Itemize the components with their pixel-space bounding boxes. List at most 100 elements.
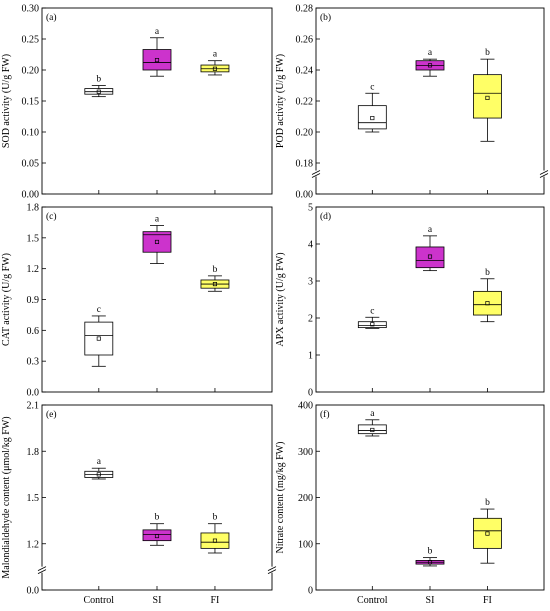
y-tick-label: 1.5 — [27, 233, 40, 244]
significance-letter: b — [485, 48, 490, 58]
y-tick-label: 0.20 — [22, 66, 40, 77]
y-tick-label: 200 — [298, 493, 313, 504]
chart-panel-2: 0.00 0.18 0.20 0.22 0.24 0.26 0.28 POD activity… — [275, 4, 549, 201]
chart-panel-6: 0 100 200 300 400 Nitrate content (mg/kg FW) (… — [275, 401, 545, 606]
axis-break-gap — [38, 566, 46, 573]
panel-tag: (b) — [320, 12, 331, 23]
axis-break-gap — [268, 566, 276, 573]
iqr-box — [84, 321, 114, 356]
y-tick-label: 1.8 — [27, 203, 40, 214]
y-tick-label: 0.20 — [296, 128, 314, 139]
significance-letter: b — [213, 265, 218, 275]
axis-break-mark — [37, 566, 47, 572]
box-control: c — [357, 306, 387, 329]
x-tick-label: Control — [357, 595, 388, 606]
y-tick-label: 0.24 — [296, 66, 314, 77]
mean-marker — [370, 427, 375, 433]
mean-marker — [485, 531, 490, 536]
iqr-box — [142, 49, 172, 71]
y-tick-label: 0.10 — [22, 128, 40, 139]
y-tick-label: 4 — [308, 240, 313, 251]
axis-break-mark — [311, 173, 321, 178]
y-tick-label: 0.00 — [296, 190, 314, 201]
y-tick-label: 0.30 — [22, 4, 40, 15]
box-fi: b — [473, 48, 502, 142]
chart-panel-5: 0.0 1.2 1.5 1.8 2.1 Malondialdehyde content (… — [1, 401, 277, 606]
box-control: a — [84, 457, 114, 480]
box-fi: b — [200, 265, 230, 292]
axis-break-mark — [37, 569, 47, 575]
iqr-box — [357, 321, 387, 329]
iqr-box — [415, 246, 445, 269]
y-tick-label: 2.1 — [27, 401, 40, 412]
mean-marker — [212, 282, 218, 287]
mean-marker — [96, 336, 101, 341]
plot-frame — [41, 404, 273, 591]
significance-letter: a — [155, 27, 160, 37]
box-control: a — [357, 409, 387, 437]
y-tick-label: 0 — [308, 586, 313, 597]
axis-break-mark — [539, 170, 549, 175]
y-tick-label: 0.9 — [27, 295, 40, 306]
mean-marker — [96, 472, 101, 477]
box-fi: b — [200, 513, 230, 554]
axis-break-mark — [539, 173, 549, 178]
panel-tag: (a) — [46, 12, 57, 23]
y-tick-label: 3 — [308, 277, 313, 288]
iqr-box — [142, 529, 172, 542]
axis-break-mark — [267, 566, 277, 572]
box-control: c — [357, 82, 387, 133]
x-tick-label: FI — [483, 595, 492, 606]
plot-frame — [315, 7, 545, 195]
mean-marker — [427, 254, 433, 259]
y-axis-label: CAT activity (U/g FW) — [1, 253, 12, 346]
significance-letter: a — [155, 215, 160, 225]
y-tick-label: 1 — [308, 351, 313, 362]
mean-marker — [427, 63, 433, 68]
x-tick-label: SI — [426, 595, 435, 606]
significance-letter: c — [370, 306, 374, 316]
y-tick-label: 0.6 — [27, 326, 40, 337]
significance-letter: a — [97, 457, 102, 467]
y-tick-label: 400 — [298, 401, 313, 412]
chart-panel-4: 0 1 2 3 4 5 APX activity (U/g FW) (d) c a b — [275, 203, 545, 399]
y-axis-label: Malondialdehyde content (μmol/kg FW) — [1, 416, 12, 578]
significance-letter: b — [485, 498, 490, 508]
box-si: b — [415, 547, 445, 567]
y-axis-label: POD activity (U/g FW) — [275, 54, 286, 148]
significance-letter: a — [213, 50, 218, 60]
box-si: a — [415, 225, 445, 272]
box-si: a — [142, 215, 172, 264]
axis-break-mark — [311, 170, 321, 175]
y-tick-label: 1.5 — [27, 493, 40, 504]
mean-marker — [212, 66, 218, 71]
x-tick-label: SI — [153, 595, 162, 606]
y-tick-label: 0.05 — [22, 159, 40, 170]
significance-letter: c — [370, 82, 374, 92]
y-tick-label: 0.0 — [27, 586, 40, 597]
box-si: a — [415, 48, 445, 77]
y-tick-label: 0.26 — [296, 35, 314, 46]
y-tick-label: 0.00 — [22, 190, 40, 201]
significance-letter: c — [97, 305, 101, 315]
y-axis-label: Nitrate content (mg/kg FW) — [275, 442, 286, 554]
mean-marker — [154, 58, 160, 63]
panel-tag: (d) — [320, 211, 331, 222]
significance-letter: b — [96, 75, 101, 85]
iqr-box — [142, 231, 172, 253]
y-tick-label: 0.0 — [27, 388, 40, 399]
mean-marker — [154, 533, 160, 539]
significance-letter: a — [370, 409, 375, 419]
y-tick-label: 0.3 — [27, 357, 40, 368]
significance-letter: b — [428, 547, 433, 557]
y-tick-label: 0.15 — [22, 97, 40, 108]
y-tick-label: 1.2 — [27, 539, 40, 550]
box-si: b — [142, 513, 172, 546]
mean-marker — [485, 301, 490, 306]
significance-letter: b — [485, 268, 490, 278]
iqr-box — [357, 424, 387, 435]
y-tick-label: 0.28 — [296, 4, 314, 15]
box-control: c — [84, 305, 114, 367]
y-tick-label: 5 — [308, 203, 313, 214]
